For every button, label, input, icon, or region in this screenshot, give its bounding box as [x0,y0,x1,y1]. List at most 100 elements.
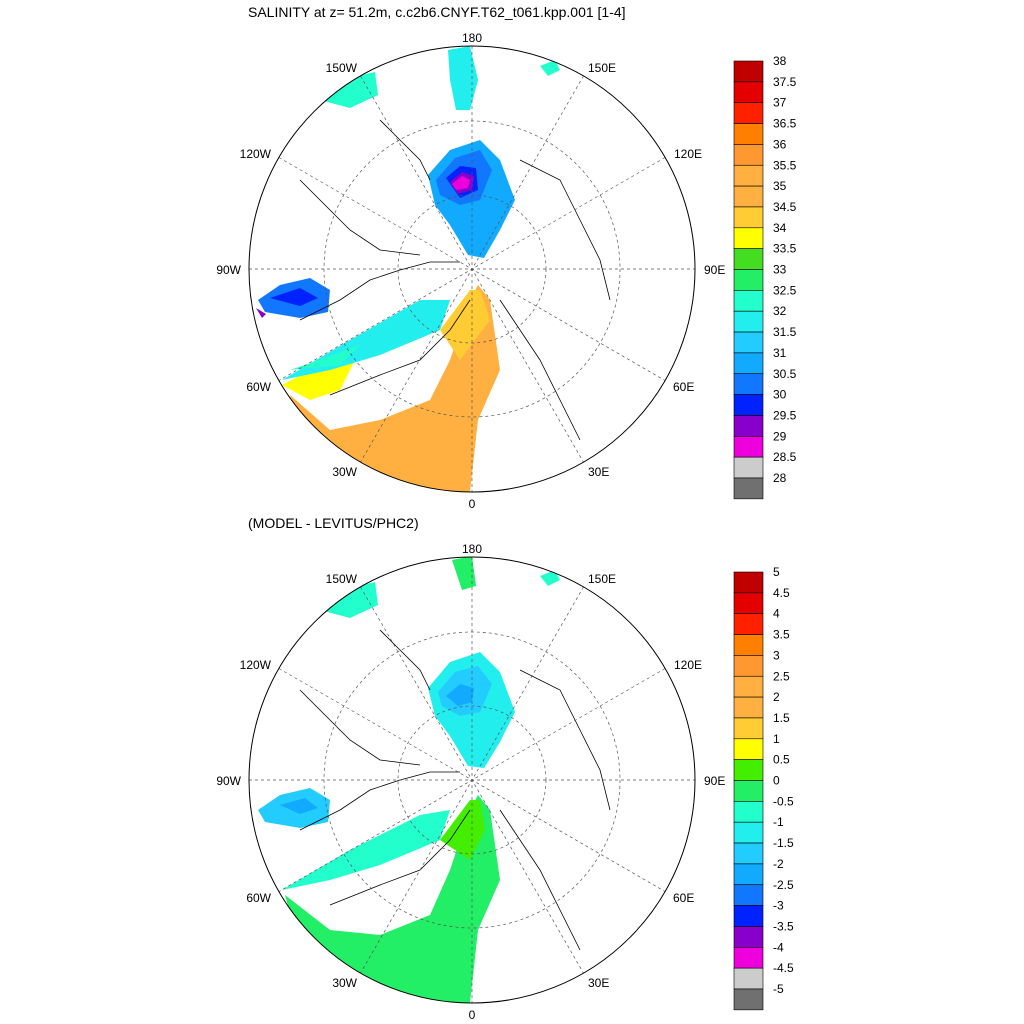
lon-label: 180 [462,31,482,45]
colorbar-swatch [733,60,764,83]
longitude-labels: 180 150E 120E 90E 60E 30E 0 30W 60W 90W … [216,31,725,511]
map-boundary [248,556,696,1004]
colorbar-tick-label: -5 [773,982,784,996]
lon-label: 0 [469,497,476,511]
panel-title: SALINITY at z= 51.2m, c.c2b6.CNYF.T62_t0… [248,4,626,20]
colorbar-swatch [733,863,764,886]
colorbar-tick-label: -1 [773,815,784,829]
colorbar-tick-label: 4 [773,607,780,621]
graticule [249,557,695,1003]
colorbar-tick-label: 32 [773,304,787,318]
colorbar-tick-label: 35.5 [773,158,797,172]
colorbar-swatch [733,477,764,500]
lon-label: 30W [332,465,357,479]
colorbar-tick-label: 38 [773,54,787,68]
colorbar-swatch [733,655,764,677]
colorbar-tick-label: -2.5 [773,878,794,892]
colorbar-tick-label: 0.5 [773,753,790,767]
longitude-labels: 180 150E 120E 90E 60E 30E 0 30W 60W 90W … [216,542,725,1022]
panel-salinity: SALINITY at z= 51.2m, c.c2b6.CNYF.T62_t0… [216,4,796,511]
colorbar-tick-label: -0.5 [773,794,794,808]
colorbar-swatch [733,675,764,698]
colorbar-swatch [733,352,764,375]
colorbar-swatch [733,946,764,969]
colorbar-tick-label: 29.5 [773,408,797,422]
coastlines [299,119,611,441]
lon-label: 60E [673,380,694,394]
lon-label: 150E [588,572,616,586]
colorbar-tick-label: 35 [773,179,787,193]
colorbar-swatch [733,331,764,354]
colorbar-swatch [733,967,764,990]
colorbar: 5 4.5 4 3.5 3 2.5 2 1.5 1 0.5 0 -0.5 -1 -1.5 -2 -2.5 -3 -… [733,565,794,1011]
colorbar-tick-label: 28.5 [773,450,797,464]
colorbar-swatch [733,290,764,312]
colorbar-tick-label: 30.5 [773,367,797,381]
colorbar-tick-label: 4.5 [773,586,790,600]
lon-label: 0 [469,1008,476,1022]
panel-title: (MODEL - LEVITUS/PHC2) [248,515,419,531]
colorbar-swatch [733,801,764,823]
lon-label: 30E [588,465,609,479]
polar-map [249,557,695,1003]
lon-label: 120W [240,147,272,161]
lon-label: 60W [246,380,271,394]
lon-label: 30W [332,976,357,990]
colorbar-tick-label: 31 [773,346,787,360]
colorbar-swatch [733,571,764,594]
colorbar-tick-label: 2 [773,690,780,704]
lon-label: 90W [216,263,241,277]
colorbar-swatch [733,102,764,124]
colorbar-swatch [733,373,764,395]
colorbar-tick-label: 36.5 [773,117,797,131]
colorbar-swatch [733,988,764,1011]
colorbar-tick-label: 32.5 [773,283,797,297]
colorbar-tick-label: 37.5 [773,75,797,89]
colorbar-tick-label: -3 [773,899,784,913]
colorbar-tick-label: 3.5 [773,628,790,642]
colorbar-swatch [733,394,764,416]
colorbar-tick-label: 5 [773,565,780,579]
colorbar-swatch [733,227,764,249]
lon-label: 150W [326,572,358,586]
lon-label: 90E [704,263,725,277]
colorbar-tick-label: -1.5 [773,836,794,850]
panel-difference: (MODEL - LEVITUS/PHC2) [216,515,794,1022]
colorbar-tick-label: -4.5 [773,961,794,975]
colorbar-swatch [733,415,764,437]
colorbar-tick-label: 2.5 [773,669,790,683]
colorbar-swatch [733,759,764,781]
colorbar-tick-label: 30 [773,388,787,402]
colorbar-swatch [733,821,764,844]
colorbar-tick-label: 31.5 [773,325,797,339]
colorbar-swatch [733,206,764,229]
colorbar-swatch [733,164,764,187]
lon-label: 60E [673,891,694,905]
colorbar-tick-label: 37 [773,96,787,110]
colorbar-swatch [733,435,764,458]
colorbar-tick-label: -3.5 [773,919,794,933]
lon-label: 150W [326,61,358,75]
salinity-field [256,46,560,492]
lon-label: 120E [674,147,702,161]
colorbar-swatch [733,123,764,145]
colorbar-swatch [733,310,764,333]
colorbar-tick-label: 28 [773,471,787,485]
lon-label: 60W [246,891,271,905]
colorbar-swatch [733,634,764,656]
lon-label: 120W [240,658,272,672]
colorbar-tick-label: 34.5 [773,200,797,214]
colorbar-swatch [733,185,764,208]
colorbar-tick-label: 3 [773,648,780,662]
colorbar-swatch [733,905,764,927]
colorbar-tick-label: 36 [773,137,787,151]
lon-label: 180 [462,542,482,556]
lon-label: 30E [588,976,609,990]
lon-label: 90E [704,774,725,788]
colorbar: 38 37.5 37 36.5 36 35.5 35 34.5 34 33.5 33 32.5 32 31… [733,54,797,500]
colorbar-tick-label: -4 [773,940,784,954]
lon-label: 120E [674,658,702,672]
colorbar-swatch [733,269,764,291]
colorbar-swatch [733,144,764,166]
